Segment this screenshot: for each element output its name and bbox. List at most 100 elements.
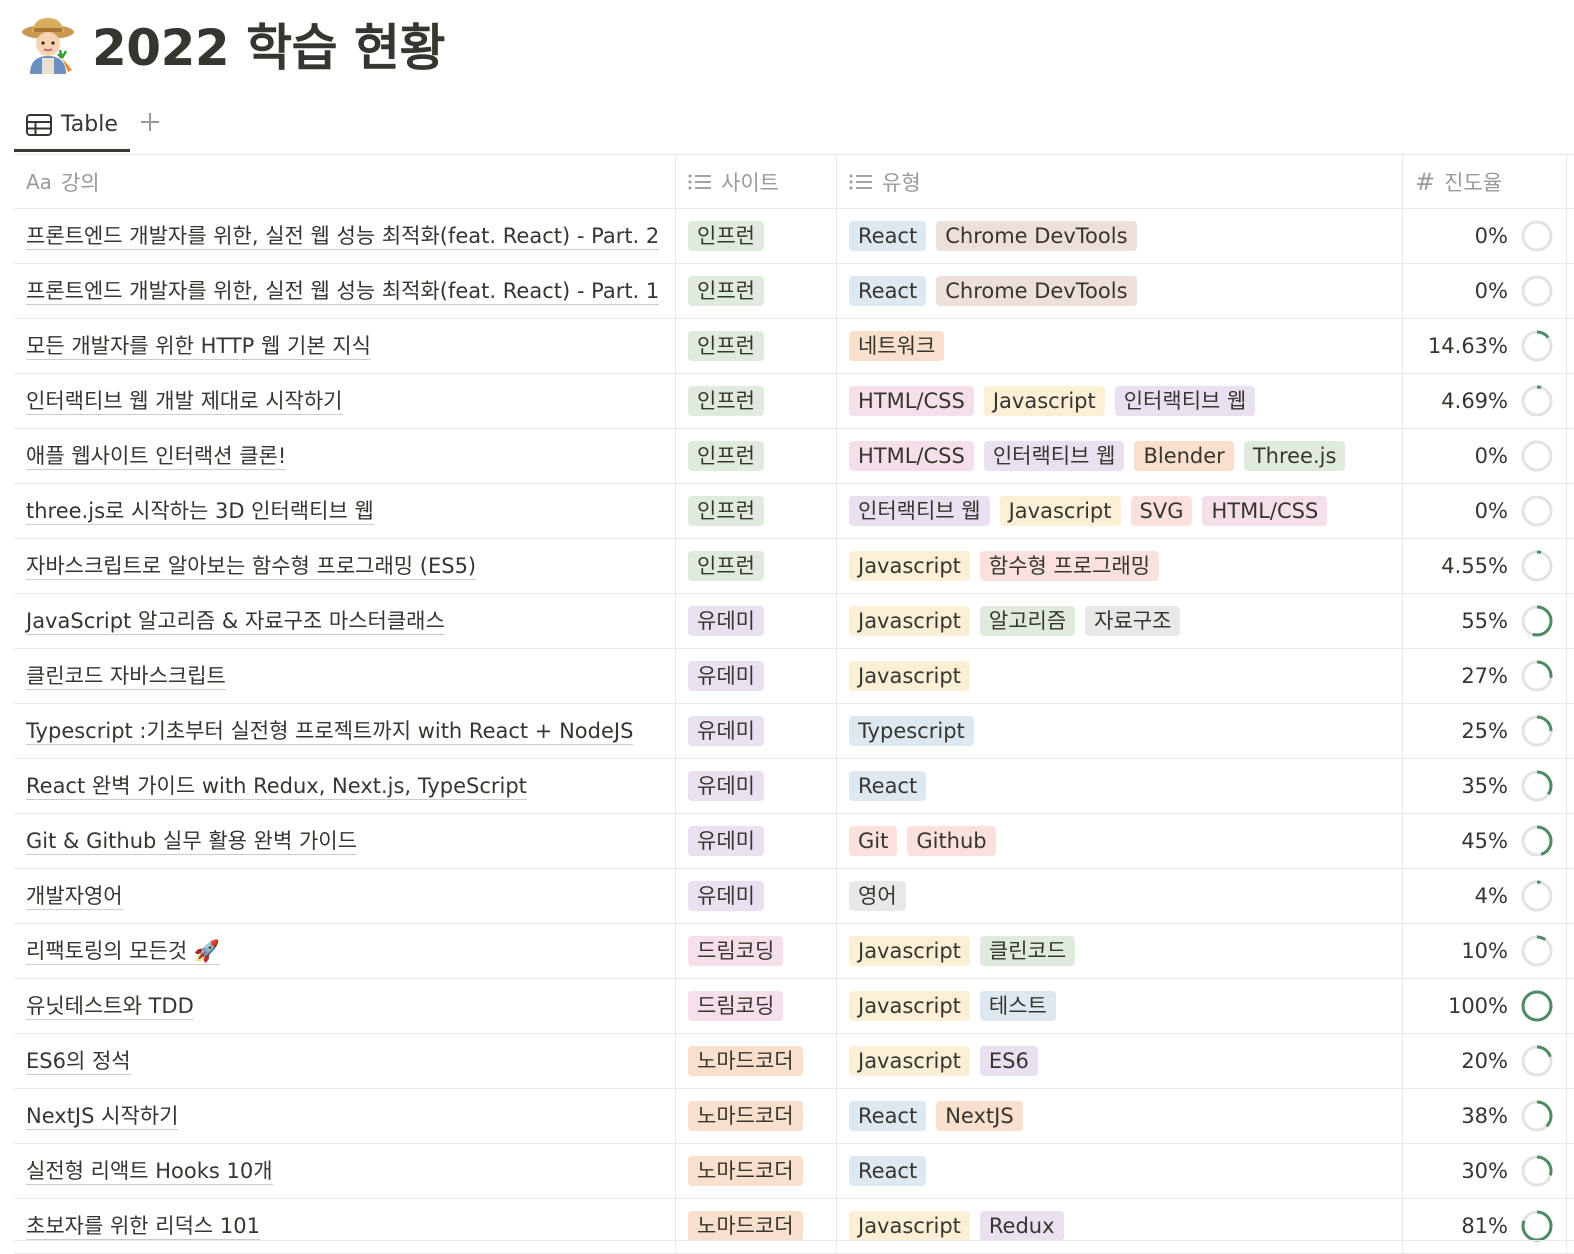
table-row[interactable]: 클린코드 자바스크립트 유데미 Javascript 27% [14, 649, 1574, 704]
type-cell[interactable]: Javascript 함수형 프로그래밍 [837, 539, 1403, 593]
lecture-title[interactable]: 모든 개발자를 위한 HTTP 웹 기본 지식 [26, 333, 371, 360]
table-row[interactable]: 애플 웹사이트 인터랙션 클론! 인프런 HTML/CSS 인터랙티브 웹 Blende… [14, 429, 1574, 484]
progress-cell[interactable]: 4.69% [1403, 374, 1567, 428]
site-cell[interactable]: 유데미 [676, 704, 837, 758]
site-cell[interactable]: 인프런 [676, 539, 837, 593]
lecture-title[interactable]: 클린코드 자바스크립트 [26, 663, 226, 690]
table-row[interactable]: JavaScript 알고리즘 & 자료구조 마스터클래스 유데미 Javascri… [14, 594, 1574, 649]
lecture-cell[interactable]: three.js로 시작하는 3D 인터랙티브 웹 [14, 484, 676, 538]
lecture-cell[interactable]: React 완벽 가이드 with Redux, Next.js, TypeSc… [14, 759, 676, 813]
lecture-cell[interactable]: Git & Github 실무 활용 완벽 가이드 [14, 814, 676, 868]
lecture-cell[interactable]: 인터랙티브 웹 개발 제대로 시작하기 [14, 374, 676, 428]
lecture-title[interactable]: ES6의 정석 [26, 1048, 131, 1075]
lecture-title[interactable]: 인터랙티브 웹 개발 제대로 시작하기 [26, 388, 343, 415]
progress-cell[interactable]: 27% [1403, 649, 1567, 703]
type-cell[interactable]: Javascript Redux [837, 1199, 1403, 1253]
progress-cell[interactable]: 30% [1403, 1144, 1567, 1198]
site-cell[interactable]: 유데미 [676, 759, 837, 813]
site-cell[interactable]: 유데미 [676, 869, 837, 923]
lecture-title[interactable]: 유닛테스트와 TDD [26, 993, 194, 1020]
lecture-cell[interactable]: 클린코드 자바스크립트 [14, 649, 676, 703]
site-cell[interactable]: 인프런 [676, 209, 837, 263]
type-cell[interactable]: React [837, 1144, 1403, 1198]
table-row[interactable]: ES6의 정석 노마드코더 Javascript ES6 20% [14, 1034, 1574, 1089]
lecture-title[interactable]: Git & Github 실무 활용 완벽 가이드 [26, 828, 357, 855]
site-cell[interactable]: 인프런 [676, 319, 837, 373]
lecture-title[interactable]: React 완벽 가이드 with Redux, Next.js, TypeSc… [26, 773, 527, 800]
table-row[interactable]: 인터랙티브 웹 개발 제대로 시작하기 인프런 HTML/CSS Javascript… [14, 374, 1574, 429]
table-row[interactable]: 실전형 리액트 Hooks 10개 노마드코더 React 30% [14, 1144, 1574, 1199]
progress-cell[interactable]: 0% [1403, 209, 1567, 263]
type-cell[interactable]: Javascript ES6 [837, 1034, 1403, 1088]
lecture-cell[interactable]: 개발자영어 [14, 869, 676, 923]
lecture-title[interactable]: 프론트엔드 개발자를 위한, 실전 웹 성능 최적화(feat. React) … [26, 278, 660, 305]
progress-cell[interactable]: 0% [1403, 429, 1567, 483]
progress-cell[interactable]: 100% [1403, 979, 1567, 1033]
site-cell[interactable]: 유데미 [676, 594, 837, 648]
lecture-title[interactable]: Typescript :기초부터 실전형 프로젝트까지 with React +… [26, 718, 634, 745]
progress-cell[interactable]: 38% [1403, 1089, 1567, 1143]
type-cell[interactable]: Javascript 테스트 [837, 979, 1403, 1033]
progress-cell[interactable]: 55% [1403, 594, 1567, 648]
site-cell[interactable]: 인프런 [676, 484, 837, 538]
table-row[interactable]: 초보자를 위한 리덕스 101 노마드코더 Javascript Redux 81% [14, 1199, 1574, 1254]
lecture-cell[interactable]: ES6의 정석 [14, 1034, 676, 1088]
table-row[interactable]: NextJS 시작하기 노마드코더 React NextJS 38% [14, 1089, 1574, 1144]
lecture-cell[interactable]: 초보자를 위한 리덕스 101 [14, 1199, 676, 1253]
lecture-title[interactable]: three.js로 시작하는 3D 인터랙티브 웹 [26, 498, 374, 525]
table-row[interactable]: 모든 개발자를 위한 HTTP 웹 기본 지식 인프런 네트워크 14.63% [14, 319, 1574, 374]
column-header-site[interactable]: 사이트 [676, 155, 837, 208]
site-cell[interactable]: 유데미 [676, 649, 837, 703]
site-cell[interactable]: 노마드코더 [676, 1034, 837, 1088]
site-cell[interactable]: 드림코딩 [676, 979, 837, 1033]
lecture-title[interactable]: 리팩토링의 모든것 🚀 [26, 938, 221, 965]
type-cell[interactable]: React NextJS [837, 1089, 1403, 1143]
lecture-title[interactable]: NextJS 시작하기 [26, 1103, 179, 1130]
site-cell[interactable]: 노마드코더 [676, 1089, 837, 1143]
lecture-title[interactable]: 프론트엔드 개발자를 위한, 실전 웹 성능 최적화(feat. React) … [26, 223, 660, 250]
site-cell[interactable]: 인프런 [676, 264, 837, 318]
column-header-lecture[interactable]: Aa 강의 [14, 155, 676, 208]
progress-cell[interactable]: 10% [1403, 924, 1567, 978]
type-cell[interactable]: HTML/CSS 인터랙티브 웹 Blender Three.js [837, 429, 1403, 483]
progress-cell[interactable]: 14.63% [1403, 319, 1567, 373]
table-row[interactable]: Typescript :기초부터 실전형 프로젝트까지 with React +… [14, 704, 1574, 759]
progress-cell[interactable]: 20% [1403, 1034, 1567, 1088]
lecture-title[interactable]: JavaScript 알고리즘 & 자료구조 마스터클래스 [26, 608, 445, 635]
table-row[interactable]: React 완벽 가이드 with Redux, Next.js, TypeSc… [14, 759, 1574, 814]
type-cell[interactable]: React Chrome DevTools [837, 264, 1403, 318]
lecture-cell[interactable]: 모든 개발자를 위한 HTTP 웹 기본 지식 [14, 319, 676, 373]
site-cell[interactable]: 노마드코더 [676, 1144, 837, 1198]
site-cell[interactable]: 인프런 [676, 374, 837, 428]
type-cell[interactable]: 영어 [837, 869, 1403, 923]
lecture-cell[interactable]: 리팩토링의 모든것 🚀 [14, 924, 676, 978]
plus-icon[interactable] [138, 110, 162, 134]
lecture-cell[interactable]: NextJS 시작하기 [14, 1089, 676, 1143]
lecture-title[interactable]: 초보자를 위한 리덕스 101 [26, 1213, 260, 1240]
progress-cell[interactable]: 0% [1403, 264, 1567, 318]
table-row[interactable]: Git & Github 실무 활용 완벽 가이드 유데미 Git Github 45% [14, 814, 1574, 869]
site-cell[interactable]: 인프런 [676, 429, 837, 483]
type-cell[interactable]: React [837, 759, 1403, 813]
lecture-cell[interactable]: 애플 웹사이트 인터랙션 클론! [14, 429, 676, 483]
lecture-title[interactable]: 개발자영어 [26, 883, 123, 910]
lecture-cell[interactable]: 자바스크립트로 알아보는 함수형 프로그래밍 (ES5) [14, 539, 676, 593]
progress-cell[interactable]: 35% [1403, 759, 1567, 813]
tab-table[interactable]: Table [14, 100, 130, 152]
lecture-cell[interactable]: JavaScript 알고리즘 & 자료구조 마스터클래스 [14, 594, 676, 648]
type-cell[interactable]: 네트워크 [837, 319, 1403, 373]
type-cell[interactable]: HTML/CSS Javascript 인터랙티브 웹 [837, 374, 1403, 428]
type-cell[interactable]: Javascript 알고리즘 자료구조 [837, 594, 1403, 648]
table-row[interactable]: three.js로 시작하는 3D 인터랙티브 웹 인프런 인터랙티브 웹 Javas… [14, 484, 1574, 539]
type-cell[interactable]: Typescript [837, 704, 1403, 758]
lecture-cell[interactable]: Typescript :기초부터 실전형 프로젝트까지 with React +… [14, 704, 676, 758]
lecture-title[interactable]: 자바스크립트로 알아보는 함수형 프로그래밍 (ES5) [26, 553, 477, 580]
lecture-cell[interactable]: 프론트엔드 개발자를 위한, 실전 웹 성능 최적화(feat. React) … [14, 264, 676, 318]
progress-cell[interactable]: 4% [1403, 869, 1567, 923]
type-cell[interactable]: React Chrome DevTools [837, 209, 1403, 263]
lecture-title[interactable]: 실전형 리액트 Hooks 10개 [26, 1158, 273, 1185]
table-row[interactable]: 개발자영어 유데미 영어 4% [14, 869, 1574, 924]
progress-cell[interactable]: 0% [1403, 484, 1567, 538]
site-cell[interactable]: 유데미 [676, 814, 837, 868]
table-row[interactable]: 리팩토링의 모든것 🚀 드림코딩 Javascript 클린코드 10% [14, 924, 1574, 979]
